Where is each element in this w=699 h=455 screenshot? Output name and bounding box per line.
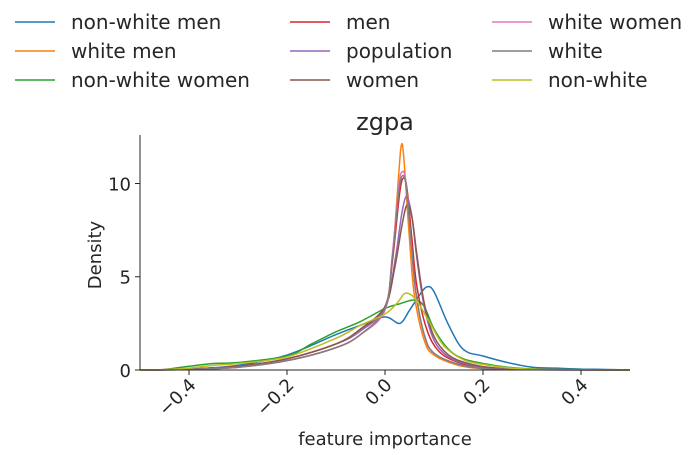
legend-label: men [346, 10, 390, 34]
legend-label: population [346, 39, 452, 63]
y-tick-label: 5 [120, 268, 131, 289]
legend-label: white women [548, 10, 682, 34]
series-line-white-men [139, 142, 631, 371]
x-tick-label: −0.2 [253, 375, 299, 421]
legend-label: non-white men [71, 10, 221, 34]
legend-label: women [346, 68, 419, 92]
legend: non-white men white men non-white women men… [15, 10, 682, 92]
chart-title: zgpa [356, 108, 414, 136]
series-layer [139, 142, 631, 371]
legend-entry: white [492, 39, 603, 63]
legend-entry: non-white men [15, 10, 221, 34]
x-tick-label: 0.0 [361, 375, 396, 410]
legend-label: white [548, 39, 603, 63]
y-tick-label: 10 [108, 174, 131, 195]
legend-entry: non-white women [15, 68, 250, 92]
legend-entry: white women [492, 10, 682, 34]
y-axis-label: Density [85, 220, 106, 289]
x-tick-label: 0.4 [557, 375, 592, 410]
x-tick-label: 0.2 [459, 375, 494, 410]
legend-label: non-white women [71, 68, 250, 92]
series-line-men [139, 177, 631, 371]
series-line-white [139, 174, 631, 371]
y-tick-label: 0 [120, 361, 131, 382]
series-line-non-white-men [139, 285, 631, 371]
x-axis-ticks: −0.4 −0.2 0.0 0.2 0.4 [155, 370, 593, 420]
legend-entry: population [290, 39, 452, 63]
legend-entry: women [290, 68, 419, 92]
series-line-non-white [139, 292, 631, 371]
legend-label: non-white [548, 68, 648, 92]
series-line-women [139, 204, 631, 371]
legend-entry: men [290, 10, 390, 34]
series-line-white-women [139, 170, 631, 371]
y-axis-ticks: 0 5 10 [108, 174, 140, 382]
legend-entry: white men [15, 39, 177, 63]
legend-entry: non-white [492, 68, 648, 92]
legend-label: white men [71, 39, 177, 63]
x-tick-label: −0.4 [155, 375, 201, 421]
series-line-population [139, 195, 631, 371]
x-axis-label: feature importance [298, 429, 472, 450]
